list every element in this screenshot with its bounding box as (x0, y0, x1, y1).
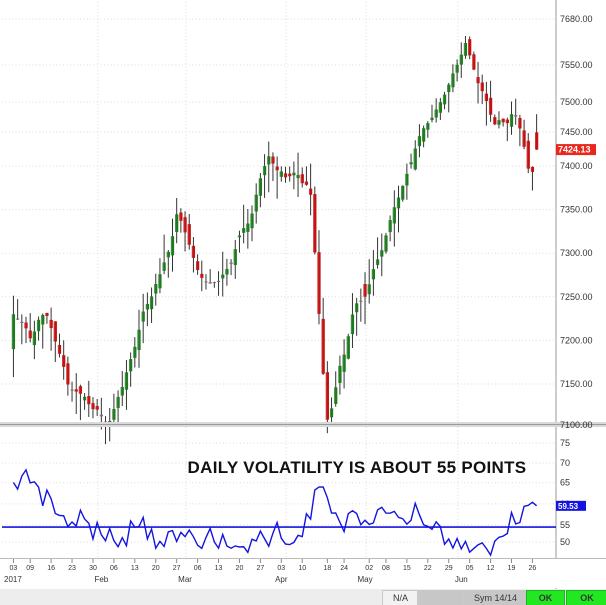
svg-text:7250.00: 7250.00 (560, 292, 593, 302)
svg-text:Apr: Apr (275, 575, 288, 584)
svg-text:7680.00: 7680.00 (560, 14, 593, 24)
svg-text:75: 75 (560, 438, 570, 448)
svg-text:7500.00: 7500.00 (560, 97, 593, 107)
svg-text:59.53: 59.53 (558, 502, 579, 511)
svg-text:7550.00: 7550.00 (560, 60, 593, 70)
svg-text:7450.00: 7450.00 (560, 127, 593, 137)
svg-text:Jun: Jun (455, 575, 468, 584)
svg-text:70: 70 (560, 458, 570, 468)
svg-text:7150.00: 7150.00 (560, 379, 593, 389)
svg-text:65: 65 (560, 478, 570, 488)
svg-text:7300.00: 7300.00 (560, 248, 593, 258)
svg-text:7100.00: 7100.00 (560, 420, 593, 430)
svg-text:7350.00: 7350.00 (560, 205, 593, 215)
svg-text:50: 50 (560, 537, 570, 547)
svg-text:7200.00: 7200.00 (560, 335, 593, 345)
svg-text:55: 55 (560, 520, 570, 530)
svg-text:2017: 2017 (4, 575, 22, 584)
svg-text:Mar: Mar (178, 575, 192, 584)
svg-text:DAILY VOLATILITY IS ABOUT 55 P: DAILY VOLATILITY IS ABOUT 55 POINTS (188, 458, 527, 477)
svg-text:7400.00: 7400.00 (560, 161, 593, 171)
svg-text:Feb: Feb (94, 575, 108, 584)
svg-text:7424.13: 7424.13 (558, 145, 591, 155)
svg-text:May: May (357, 575, 372, 584)
